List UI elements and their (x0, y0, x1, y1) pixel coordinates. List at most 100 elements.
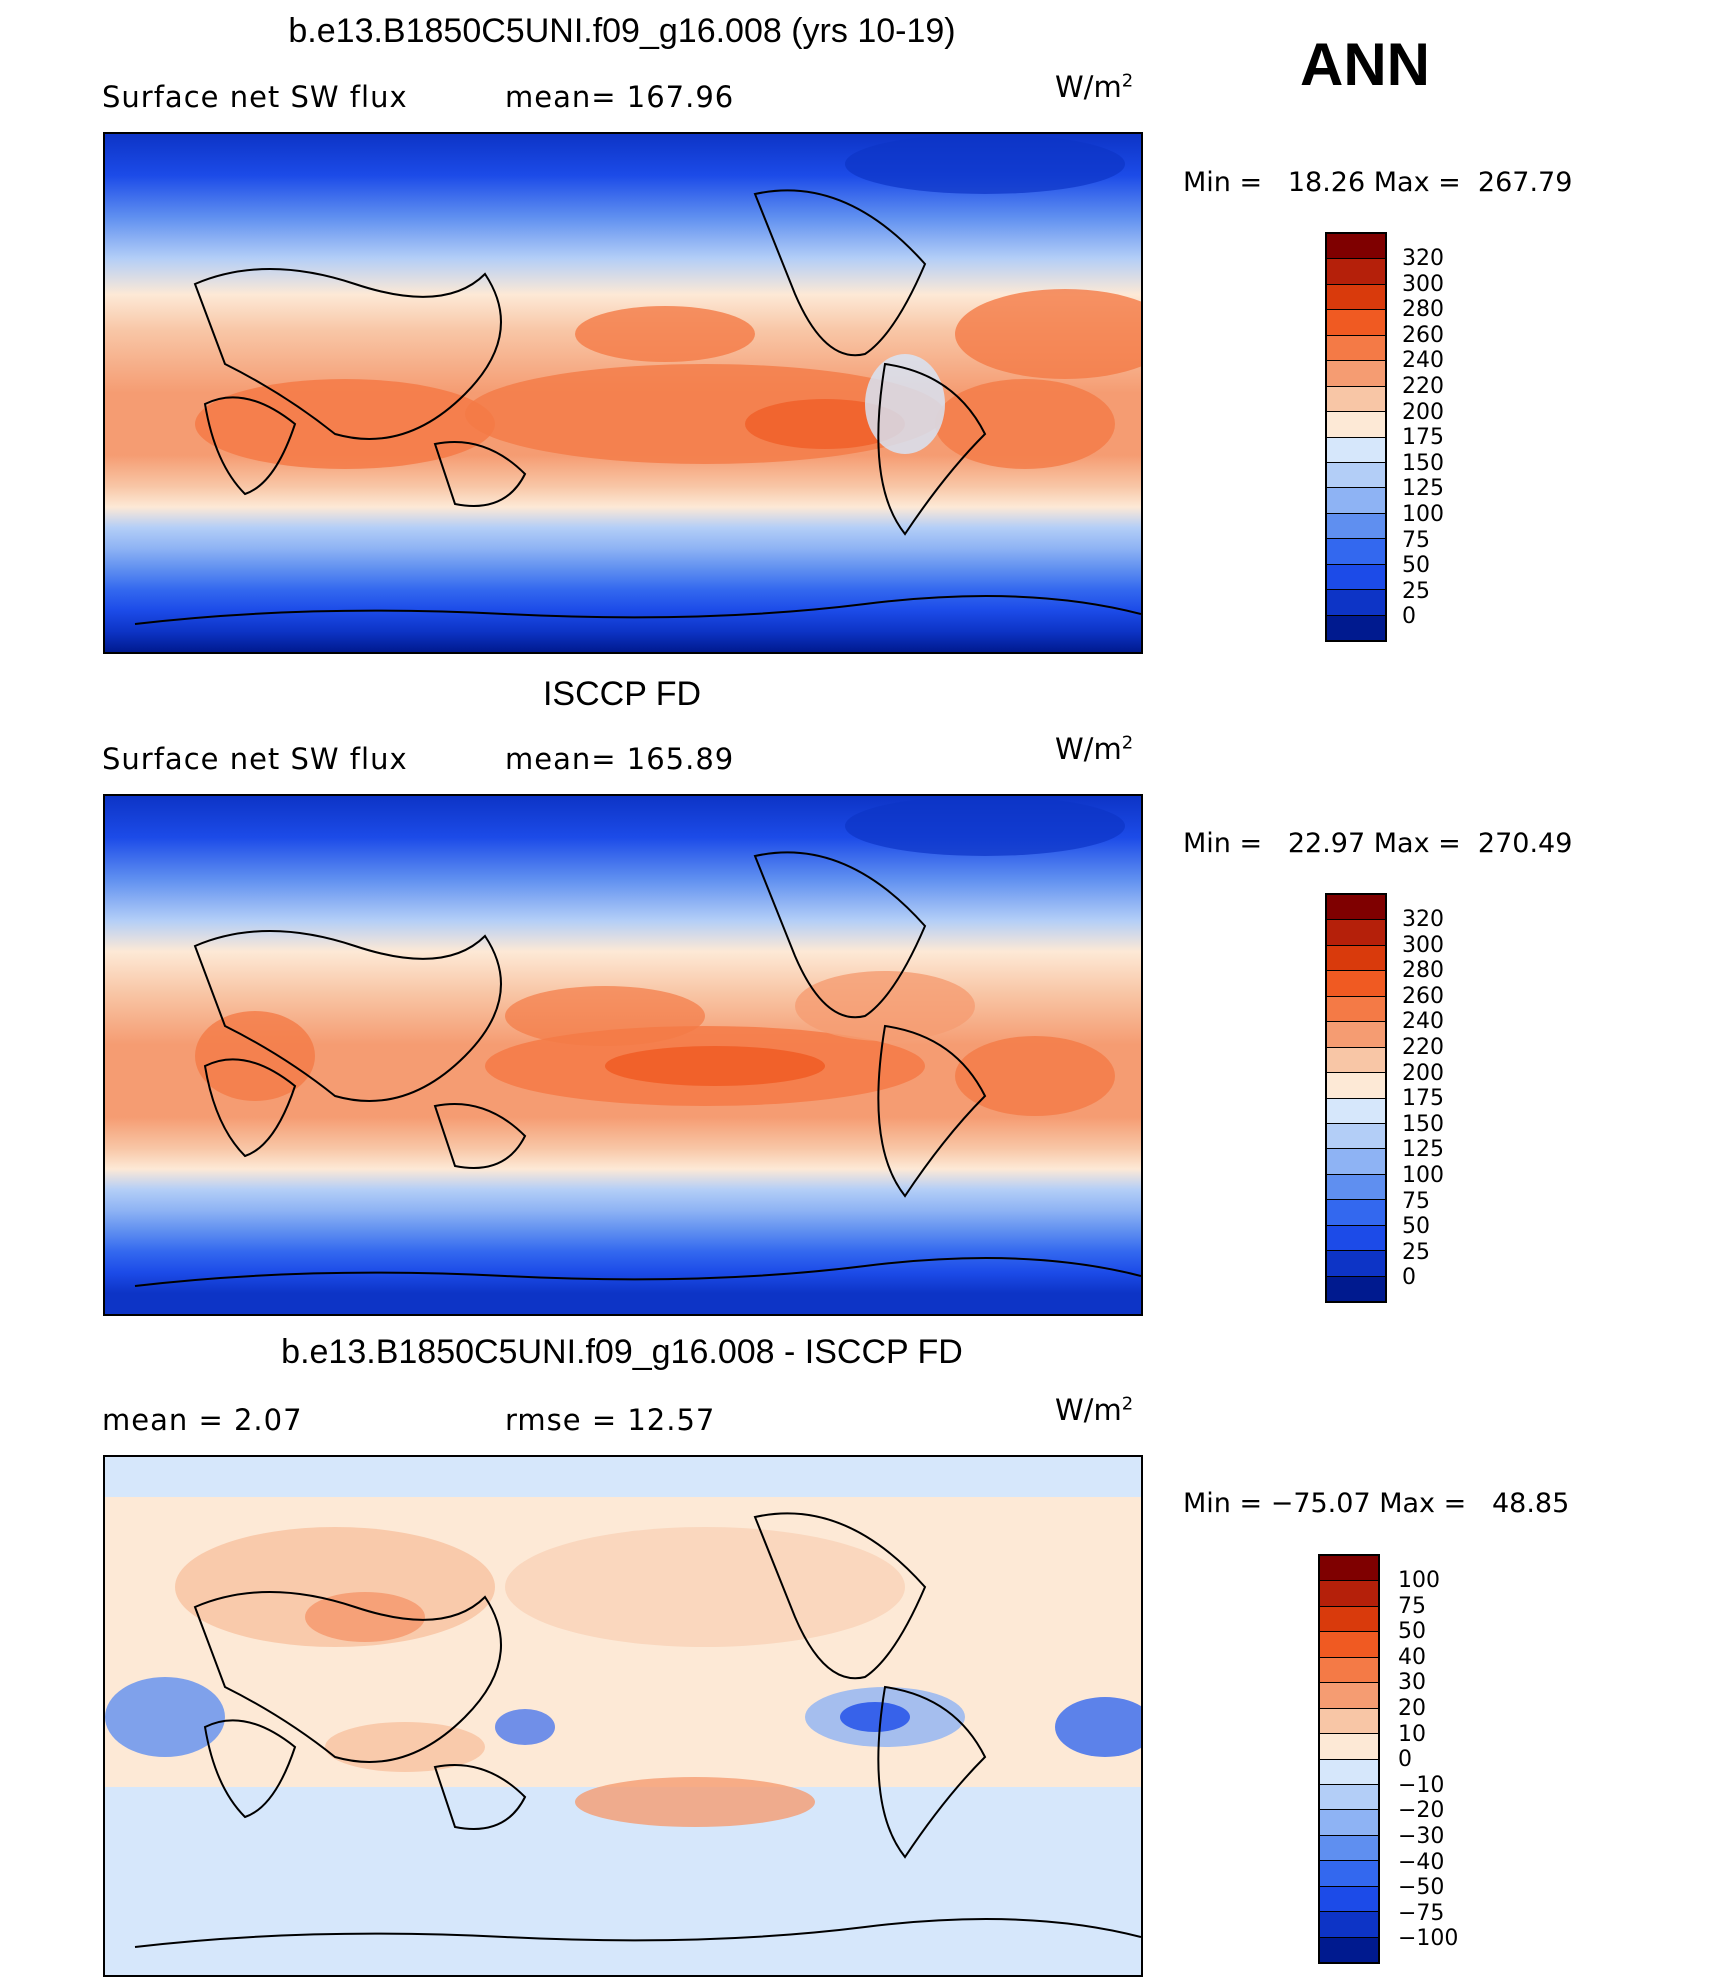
panel3-colorbar-swatch (1320, 1708, 1378, 1735)
panel1-mean-label: mean= 167.96 (505, 80, 735, 114)
panel2-colorbar-swatch (1327, 1174, 1385, 1201)
colorbar-tick-label: 100 (1402, 501, 1444, 527)
panel2-colorbar-labels: 320 300 280 260 240 220 200 175 150 125 … (1402, 907, 1444, 1291)
colorbar-tick-label: 320 (1402, 246, 1444, 271)
panel2-colorbar-swatch (1327, 1073, 1385, 1099)
colorbar-tick-label: 50 (1398, 1619, 1426, 1645)
panel3-colorbar-swatch (1320, 1937, 1378, 1962)
colorbar-tick-label: 25 (1402, 578, 1430, 604)
panel3-colorbar-labels: 100 75 50 40 30 20 10 0 −10 −20 −30 −40 … (1398, 1568, 1458, 1952)
colorbar-tick-label: 75 (1402, 1188, 1430, 1214)
colorbar-tick-label: 175 (1402, 1086, 1444, 1112)
colorbar-tick-label: 220 (1402, 373, 1444, 399)
panel3-colorbar-swatch (1320, 1556, 1378, 1582)
panel2-colorbar-swatch (1327, 971, 1385, 997)
panel1-colorbar-swatch (1327, 488, 1385, 514)
colorbar-tick-label: 240 (1402, 1009, 1444, 1035)
panel3-colorbar-swatch (1320, 1657, 1378, 1684)
colorbar-tick-label: 100 (1402, 1162, 1444, 1188)
panel3-rmse-label: rmse = 12.57 (505, 1403, 716, 1437)
panel2-variable-label: Surface net SW flux (102, 742, 408, 776)
colorbar-tick-label: 280 (1402, 958, 1444, 984)
colorbar-tick-label: 50 (1402, 1214, 1430, 1240)
season-label: ANN (1300, 31, 1430, 98)
panel1-colorbar-swatch (1327, 462, 1385, 489)
panel3-mean-label: mean = 2.07 (102, 1403, 303, 1437)
panel1-colorbar-swatch (1327, 590, 1385, 616)
colorbar-tick-label: 0 (1402, 604, 1416, 630)
colorbar-tick-label: 75 (1402, 527, 1430, 553)
panel1-variable-label: Surface net SW flux (102, 80, 408, 114)
panel1-colorbar-swatch (1327, 615, 1385, 640)
panel1-colorbar-labels: 320 300 280 260 240 220 200 175 150 125 … (1402, 246, 1444, 630)
panel3-minmax: Min = −75.07 Max = 48.85 (1183, 1488, 1570, 1519)
panel3-colorbar-swatch (1320, 1810, 1378, 1836)
colorbar-tick-label: −50 (1398, 1875, 1445, 1901)
colorbar-tick-label: 125 (1402, 476, 1444, 502)
panel1-contour-field (105, 134, 1141, 652)
colorbar-tick-label: 150 (1402, 1111, 1444, 1137)
colorbar-tick-label: 200 (1402, 1060, 1444, 1086)
colorbar-tick-label: −10 (1398, 1772, 1445, 1798)
colorbar-tick-label: 25 (1402, 1239, 1430, 1265)
panel1-colorbar-swatch (1327, 564, 1385, 591)
panel2-colorbar-swatch (1327, 1225, 1385, 1252)
panel2-colorbar-swatch (1327, 1123, 1385, 1150)
panel3-colorbar-swatch (1320, 1784, 1378, 1811)
panel2-units: W/m2 (1055, 732, 1134, 766)
panel3-colorbar-swatch (1320, 1581, 1378, 1607)
panel1-colorbar-swatch (1327, 284, 1385, 311)
panel2-title: ISCCP FD (542, 675, 702, 713)
colorbar-tick-label: 220 (1402, 1034, 1444, 1060)
panel1-colorbar-swatch (1327, 361, 1385, 387)
colorbar-tick-label: 40 (1398, 1644, 1426, 1670)
panel1-colorbar-swatch (1327, 539, 1385, 565)
colorbar-tick-label: 150 (1402, 450, 1444, 476)
colorbar-tick-label: 0 (1398, 1747, 1412, 1773)
colorbar-tick-label: 30 (1398, 1670, 1426, 1696)
panel2-colorbar (1325, 893, 1387, 1303)
panel1-minmax: Min = 18.26 Max = 267.79 (1183, 167, 1573, 198)
colorbar-tick-label: 280 (1402, 297, 1444, 323)
panel3-colorbar-swatch (1320, 1886, 1378, 1913)
colorbar-tick-label: −75 (1398, 1900, 1445, 1926)
panel2-colorbar-swatch (1327, 1149, 1385, 1175)
colorbar-tick-label: 175 (1402, 425, 1444, 451)
panel1-colorbar-swatch (1327, 310, 1385, 336)
panel3-title: b.e13.B1850C5UNI.f09_g16.008 - ISCCP FD (281, 1333, 963, 1371)
panel3-colorbar-swatch (1320, 1835, 1378, 1862)
panel3-colorbar-swatch (1320, 1861, 1378, 1887)
panel3-map (103, 1455, 1143, 1977)
panel2-colorbar-swatch (1327, 1047, 1385, 1074)
panel2-colorbar-swatch (1327, 1251, 1385, 1277)
panel1-colorbar-swatch (1327, 437, 1385, 463)
panel1-map (103, 132, 1143, 654)
panel3-colorbar-swatch (1320, 1683, 1378, 1709)
panel1-units: W/m2 (1055, 70, 1134, 104)
panel1-colorbar-swatch (1327, 412, 1385, 438)
panel3-colorbar-swatch (1320, 1912, 1378, 1938)
colorbar-tick-label: 100 (1398, 1568, 1440, 1593)
panel2-colorbar-swatch (1327, 1098, 1385, 1124)
panel3-contour-field (105, 1457, 1141, 1975)
panel2-colorbar-swatch (1327, 1200, 1385, 1226)
panel3-colorbar-swatch (1320, 1759, 1378, 1785)
panel1-colorbar-swatch (1327, 335, 1385, 362)
colorbar-tick-label: 240 (1402, 348, 1444, 374)
colorbar-tick-label: 300 (1402, 932, 1444, 958)
panel1-colorbar-swatch (1327, 234, 1385, 260)
panel1-colorbar-swatch (1327, 259, 1385, 285)
panel1-colorbar (1325, 232, 1387, 642)
panel2-colorbar-swatch (1327, 945, 1385, 972)
colorbar-tick-label: −40 (1398, 1849, 1445, 1875)
panel1-title: b.e13.B1850C5UNI.f09_g16.008 (yrs 10-19) (288, 12, 956, 50)
panel2-contour-field (105, 796, 1141, 1314)
colorbar-tick-label: 10 (1398, 1721, 1426, 1747)
panel1-colorbar-swatch (1327, 513, 1385, 540)
colorbar-tick-label: 300 (1402, 271, 1444, 297)
panel2-colorbar-swatch (1327, 1276, 1385, 1301)
panel3-units: W/m2 (1055, 1393, 1134, 1427)
panel2-colorbar-swatch (1327, 895, 1385, 921)
panel3-colorbar (1318, 1554, 1380, 1964)
colorbar-tick-label: 260 (1402, 322, 1444, 348)
